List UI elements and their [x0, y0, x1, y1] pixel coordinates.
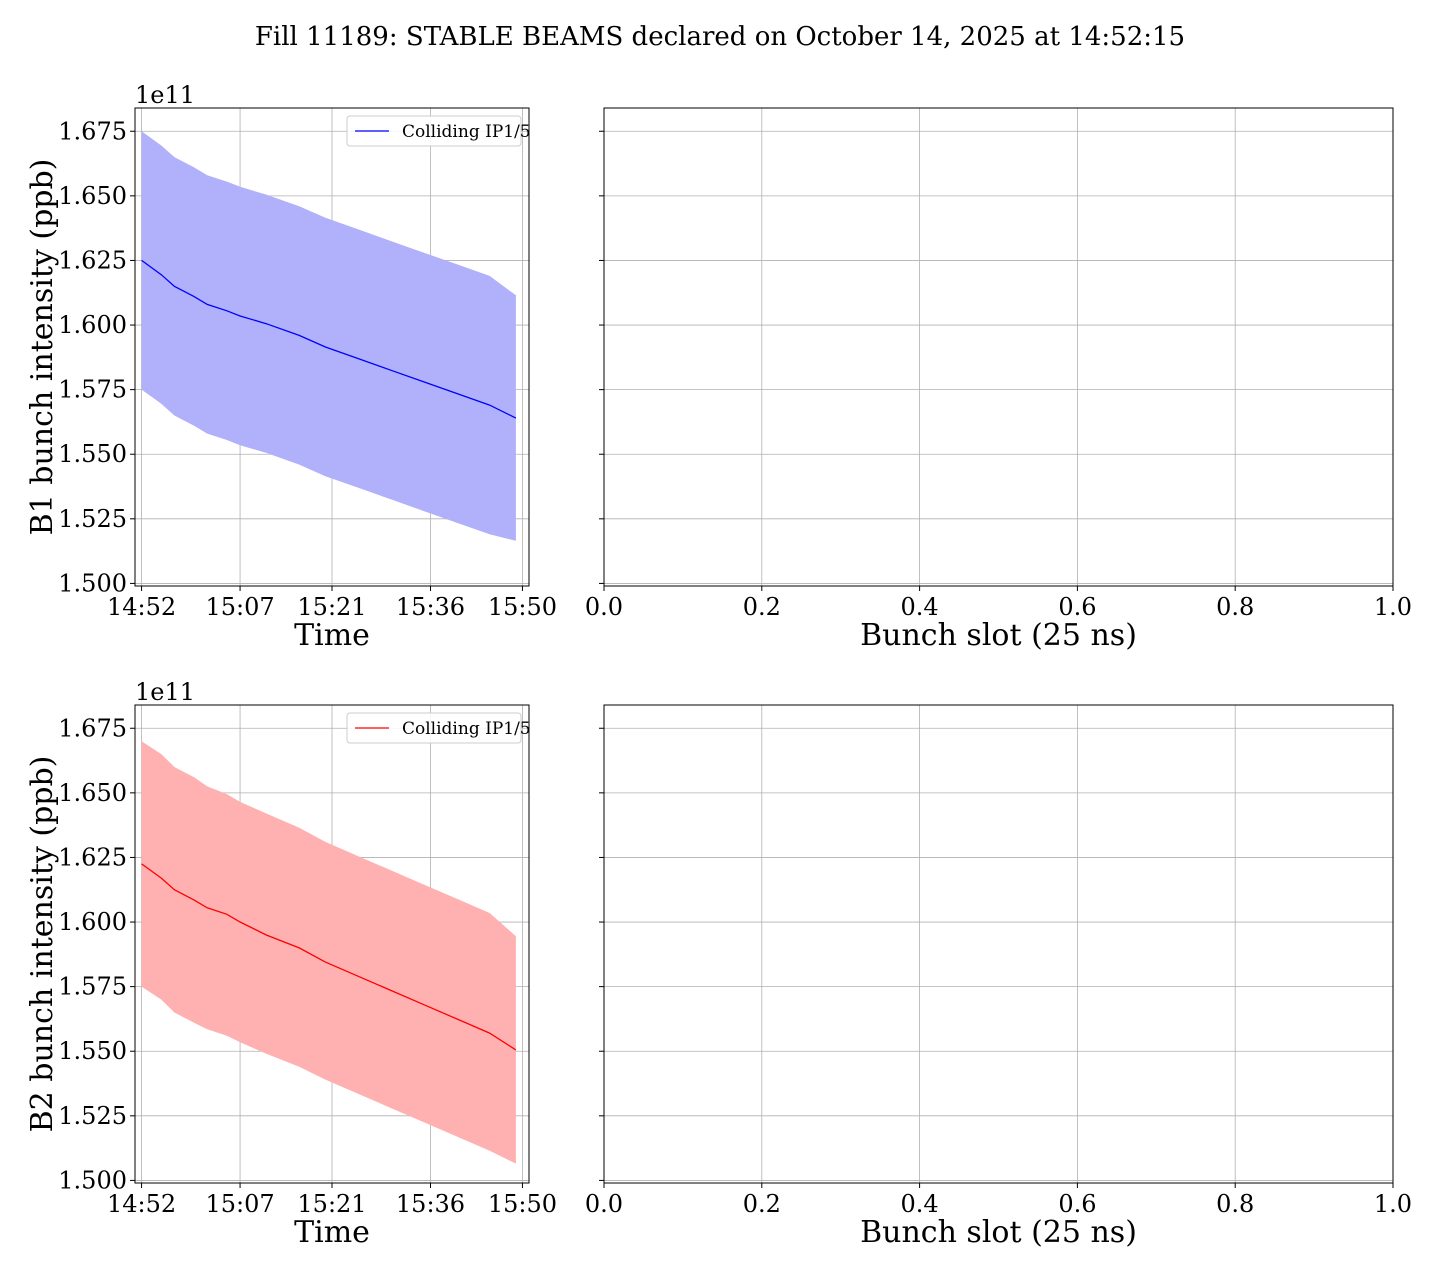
y-tick-label: 1.600: [58, 908, 127, 936]
x-tick-label: 15:21: [297, 593, 366, 621]
y-tick-label: 1.525: [58, 1102, 127, 1130]
x-tick-label: 0.2: [743, 593, 781, 621]
panel-B1-slot: 0.0 0.2 0.4 0.6 0.8 1.0 Bunch slot (25 ns): [585, 107, 1412, 653]
panel-B2-slot: 0.0 0.2 0.4 0.6 0.8 1.0 Bunch slot (25 ns): [585, 704, 1412, 1250]
legend: Colliding IP1/5: [346, 712, 531, 744]
legend-entry: Colliding IP1/5: [402, 122, 531, 142]
x-tick-label: 15:07: [205, 1190, 274, 1218]
x-tick-label: 0.6: [1058, 1190, 1096, 1218]
x-tick-label: 0.4: [901, 593, 939, 621]
legend-box: [346, 115, 522, 147]
panels: 14:52 15:07 15:21 15:36 15:50 1.500 1.525 1.550…: [25, 81, 1412, 1250]
y-axis-label: B2 bunch intensity (ppb): [25, 756, 60, 1133]
y-tick-label: 1.600: [58, 311, 127, 339]
legend: Colliding IP1/5: [346, 115, 531, 147]
axes-frame: [603, 704, 1394, 1184]
series-line-0: [141, 259, 517, 419]
series-band-0: [141, 741, 516, 1164]
x-axis-label: Time: [294, 618, 370, 653]
x-tick-label: 1.0: [1374, 593, 1412, 621]
series-line-0: [141, 863, 517, 1051]
y-tick-label: 1.500: [58, 569, 127, 597]
x-axis-label: Bunch slot (25 ns): [860, 1215, 1137, 1250]
panel-B1-time: 14:52 15:07 15:21 15:36 15:50 1.500 1.525 1.550…: [25, 81, 557, 653]
legend-entry: Colliding IP1/5: [402, 719, 531, 739]
x-tick-label: 15:07: [205, 593, 274, 621]
y-tick-label: 1.650: [58, 182, 127, 210]
x-tick-label: 15:36: [396, 1190, 465, 1218]
x-tick-label: 1.0: [1374, 1190, 1412, 1218]
y-tick-label: 1.550: [58, 1037, 127, 1065]
x-tick-label: 0.4: [901, 1190, 939, 1218]
x-tick-label: 0.8: [1216, 593, 1254, 621]
x-tick-label: 0.0: [585, 1190, 623, 1218]
y-axis-label: B1 bunch intensity (ppb): [25, 159, 60, 536]
x-tick-label: 0.6: [1058, 593, 1096, 621]
y-tick-label: 1.575: [58, 376, 127, 404]
x-tick-label: 15:50: [488, 1190, 557, 1218]
x-tick-label: 15:21: [297, 1190, 366, 1218]
x-axis-label: Bunch slot (25 ns): [860, 618, 1137, 653]
y-tick-label: 1.625: [58, 246, 127, 274]
y-tick-label: 1.550: [58, 440, 127, 468]
figure-title: Fill 11189: STABLE BEAMS declared on Oct…: [255, 22, 1185, 52]
y-tick-label: 1.575: [58, 973, 127, 1001]
x-tick-label: 15:36: [396, 593, 465, 621]
y-offset-text: 1e11: [135, 81, 195, 109]
series-band-0: [141, 131, 516, 541]
x-tick-label: 0.2: [743, 1190, 781, 1218]
y-tick-label: 1.625: [58, 843, 127, 871]
y-tick-label: 1.675: [58, 714, 127, 742]
y-tick-label: 1.525: [58, 505, 127, 533]
y-tick-label: 1.500: [58, 1166, 127, 1194]
panel-B2-time: 14:52 15:07 15:21 15:36 15:50 1.500 1.525 1.550…: [25, 678, 557, 1250]
x-tick-label: 0.0: [585, 593, 623, 621]
y-tick-label: 1.675: [58, 117, 127, 145]
legend-box: [346, 712, 522, 744]
x-tick-label: 0.8: [1216, 1190, 1254, 1218]
x-axis-label: Time: [294, 1215, 370, 1250]
y-offset-text: 1e11: [135, 678, 195, 706]
y-tick-label: 1.650: [58, 779, 127, 807]
axes-frame: [603, 107, 1394, 587]
x-tick-label: 14:52: [107, 593, 176, 621]
x-tick-label: 14:52: [107, 1190, 176, 1218]
x-tick-label: 15:50: [488, 593, 557, 621]
